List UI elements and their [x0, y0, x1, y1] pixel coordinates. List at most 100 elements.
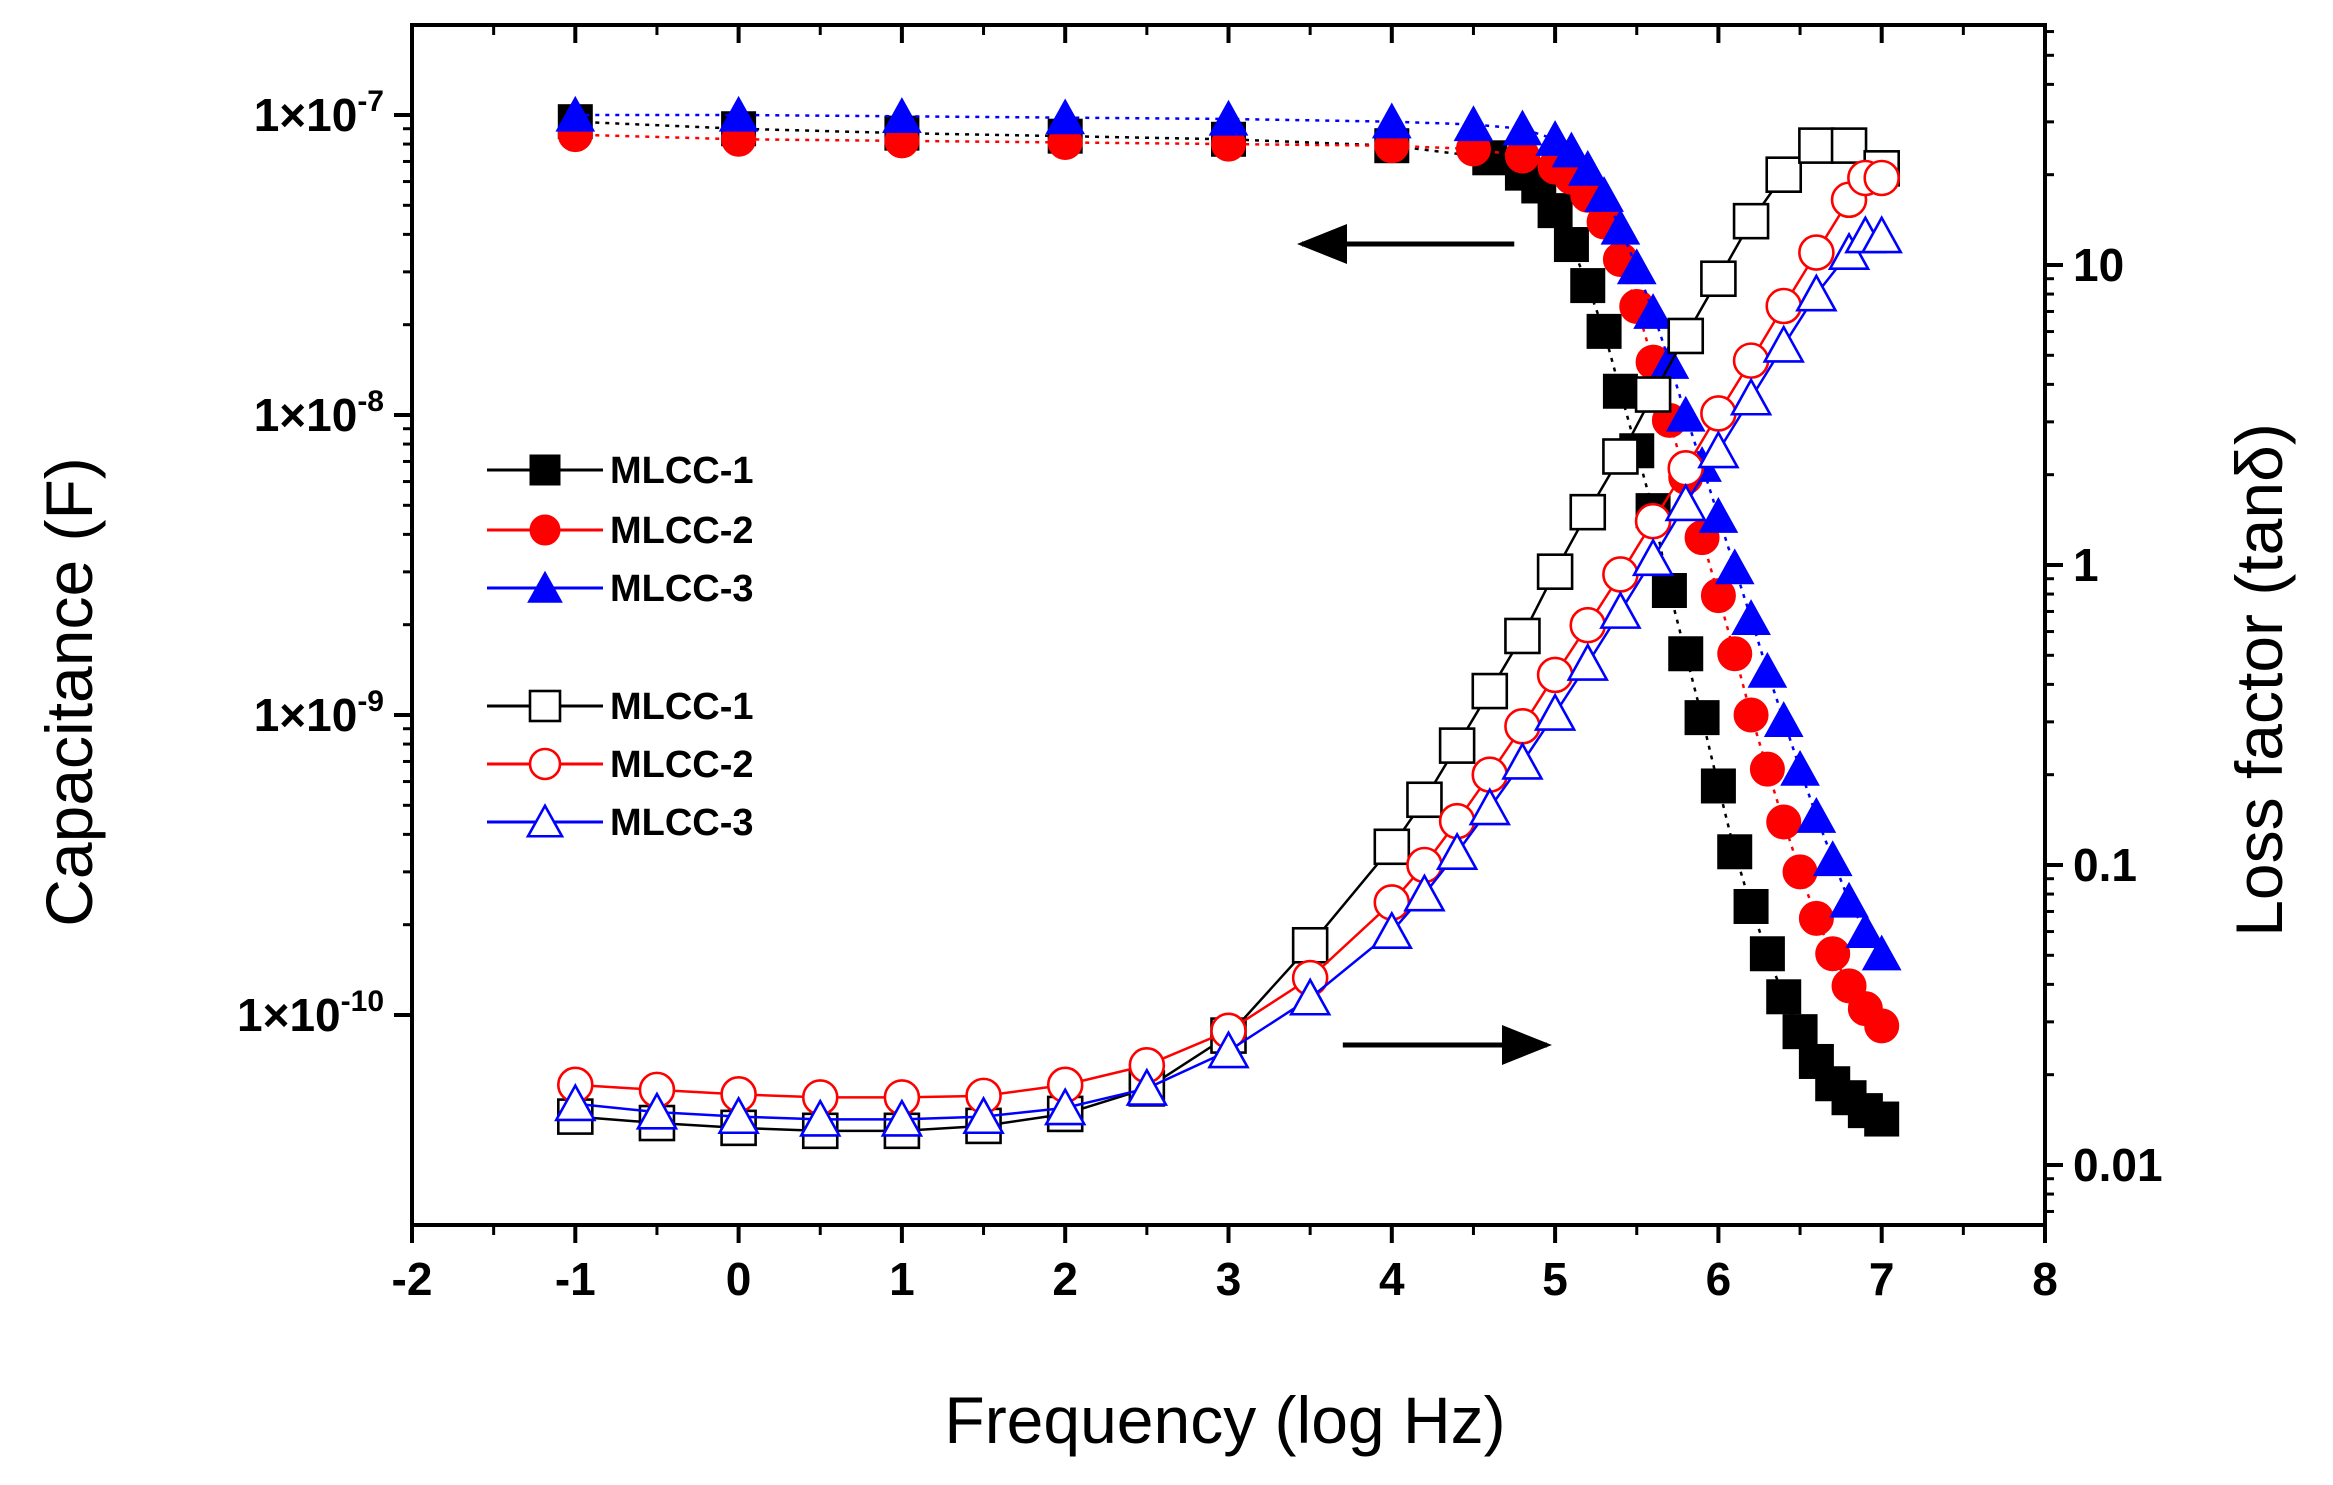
data-point-cap_mlcc3 — [1780, 749, 1820, 786]
annotation-layer — [1296, 224, 1552, 1065]
y-left-tick-label: 1×10-9 — [254, 685, 384, 741]
y-left-tick-label: 1×10-8 — [254, 385, 384, 441]
data-point-loss_mlcc3 — [1043, 1087, 1087, 1126]
data-point-loss_mlcc1 — [1569, 493, 1607, 531]
y-right-tick-label: 0.01 — [2073, 1139, 2163, 1191]
y-left-axis-title: Capacitance (F) — [32, 457, 106, 927]
data-point-loss_mlcc2 — [1765, 287, 1803, 325]
data-point-cap_mlcc3 — [1812, 840, 1853, 877]
legend-label: MLCC-2 — [610, 744, 754, 786]
data-point-cap_mlcc1 — [1684, 700, 1720, 736]
x-tick-label: 0 — [726, 1253, 752, 1305]
data-point-loss_mlcc3 — [1207, 1030, 1250, 1069]
data-point-loss_mlcc2 — [1732, 342, 1770, 379]
legend: MLCC-1 MLCC-2 MLCC-3 MLCC-1 MLCC-2 MLCC-3 — [487, 450, 754, 844]
data-point-loss_mlcc2 — [1504, 707, 1541, 745]
data-point-cap_mlcc3 — [1698, 496, 1739, 533]
legend-entry-loss_mlcc2: MLCC-2 — [487, 744, 754, 786]
data-point-loss_mlcc2 — [1798, 234, 1835, 271]
data-point-cap_mlcc1 — [1553, 227, 1589, 263]
x-tick-label: 2 — [1052, 1253, 1078, 1305]
data-point-loss_mlcc2 — [1569, 606, 1607, 644]
series-cap_mlcc3 — [555, 95, 1902, 971]
legend-label: MLCC-1 — [610, 450, 754, 492]
data-point-loss_mlcc1 — [1732, 202, 1770, 240]
data-point-cap_mlcc2 — [1782, 854, 1818, 890]
y-left-tick-label: 1×10-7 — [254, 85, 384, 141]
legend-entry-loss_mlcc3: MLCC-3 — [487, 802, 754, 844]
data-point-loss_mlcc3 — [1533, 692, 1577, 731]
data-point-loss_mlcc1 — [1602, 438, 1639, 475]
data-point-cap_mlcc1 — [1749, 936, 1785, 972]
legend-entry-loss_mlcc1: MLCC-1 — [487, 686, 754, 728]
data-point-loss_mlcc1 — [1765, 156, 1803, 193]
data-point-cap_mlcc3 — [1584, 176, 1624, 212]
data-point-cap_mlcc1 — [1570, 268, 1606, 304]
series-line-loss_mlcc3 — [575, 234, 1882, 1121]
data-point-loss_mlcc1 — [1373, 828, 1411, 866]
y-axis-left: 1×10-7 1×10-8 1×10-9 1×10-10 — [237, 85, 412, 1041]
series-cap_mlcc2 — [557, 117, 1900, 1044]
data-point-loss_mlcc1 — [1830, 127, 1868, 164]
data-point-loss_mlcc1 — [1406, 781, 1443, 819]
x-tick-label: 6 — [1706, 1253, 1732, 1305]
data-point-loss_mlcc3 — [1664, 482, 1707, 522]
data-point-loss_mlcc3 — [1599, 590, 1642, 629]
legend-entry-cap_mlcc2: MLCC-2 — [487, 510, 754, 552]
data-point-loss_mlcc1 — [1536, 553, 1574, 590]
data-point-cap_mlcc3 — [1763, 701, 1804, 737]
data-point-cap_mlcc3 — [1616, 248, 1657, 285]
data-point-loss_mlcc1 — [1700, 260, 1737, 298]
data-point-cap_mlcc2 — [1815, 936, 1851, 972]
legend-label: MLCC-3 — [610, 802, 754, 844]
data-point-cap_mlcc1 — [1651, 573, 1687, 609]
data-point-cap_mlcc2 — [1798, 900, 1834, 936]
data-point-cap_mlcc3 — [1371, 102, 1412, 139]
data-point-cap_mlcc1 — [1668, 636, 1704, 672]
data-point-loss_mlcc2 — [1700, 395, 1737, 432]
data-point-loss_mlcc3 — [1288, 977, 1332, 1016]
data-point-cap_mlcc1 — [1700, 768, 1736, 804]
data-point-cap_mlcc2 — [1733, 697, 1769, 733]
legend-marker — [528, 747, 562, 781]
data-point-loss_mlcc3 — [1697, 430, 1740, 469]
data-point-loss_mlcc3 — [1566, 642, 1609, 681]
data-point-loss_mlcc3 — [880, 1098, 924, 1137]
data-point-cap_mlcc3 — [1796, 796, 1837, 833]
legend-label: MLCC-3 — [610, 568, 754, 610]
data-point-loss_mlcc3 — [1729, 377, 1773, 416]
series-cap_mlcc1 — [557, 104, 1900, 1137]
data-point-loss_mlcc3 — [1795, 273, 1838, 312]
data-point-loss_mlcc3 — [962, 1095, 1005, 1135]
data-point-cap_mlcc1 — [1586, 313, 1622, 349]
data-point-loss_mlcc3 — [1762, 324, 1805, 363]
legend-entry-cap_mlcc3: MLCC-3 — [487, 568, 754, 610]
x-axis-title: Frequency (log Hz) — [944, 1383, 1505, 1457]
legend-marker — [529, 454, 561, 486]
x-tick-label: -2 — [392, 1253, 433, 1305]
data-point-cap_mlcc2 — [1749, 751, 1785, 787]
data-point-loss_mlcc1 — [1438, 727, 1476, 764]
data-point-cap_mlcc3 — [1600, 208, 1641, 245]
x-tick-label: 1 — [889, 1253, 915, 1305]
legend-label: MLCC-2 — [610, 510, 754, 552]
data-point-loss_mlcc3 — [1631, 537, 1675, 577]
x-tick-label: 8 — [2032, 1253, 2058, 1305]
y-axis-right: 10 1 0.1 0.01 — [2045, 30, 2163, 1213]
data-point-cap_mlcc3 — [882, 97, 922, 133]
data-point-cap_mlcc3 — [1502, 109, 1543, 146]
series-layer — [554, 95, 1903, 1150]
data-point-loss_mlcc3 — [1403, 873, 1446, 912]
data-point-loss_mlcc1 — [1634, 376, 1672, 413]
legend-label: MLCC-1 — [610, 686, 754, 728]
data-point-cap_mlcc3 — [1731, 599, 1771, 635]
data-point-loss_mlcc1 — [1471, 672, 1509, 710]
series-line-cap_mlcc1 — [575, 120, 1883, 1121]
data-point-cap_mlcc3 — [1208, 99, 1249, 136]
data-point-loss_mlcc1 — [1291, 926, 1329, 964]
y-right-tick-label: 1 — [2073, 539, 2099, 591]
legend-marker — [528, 689, 562, 723]
x-tick-label: 7 — [1869, 1253, 1895, 1305]
y-left-tick-label: 1×10-10 — [237, 985, 384, 1041]
